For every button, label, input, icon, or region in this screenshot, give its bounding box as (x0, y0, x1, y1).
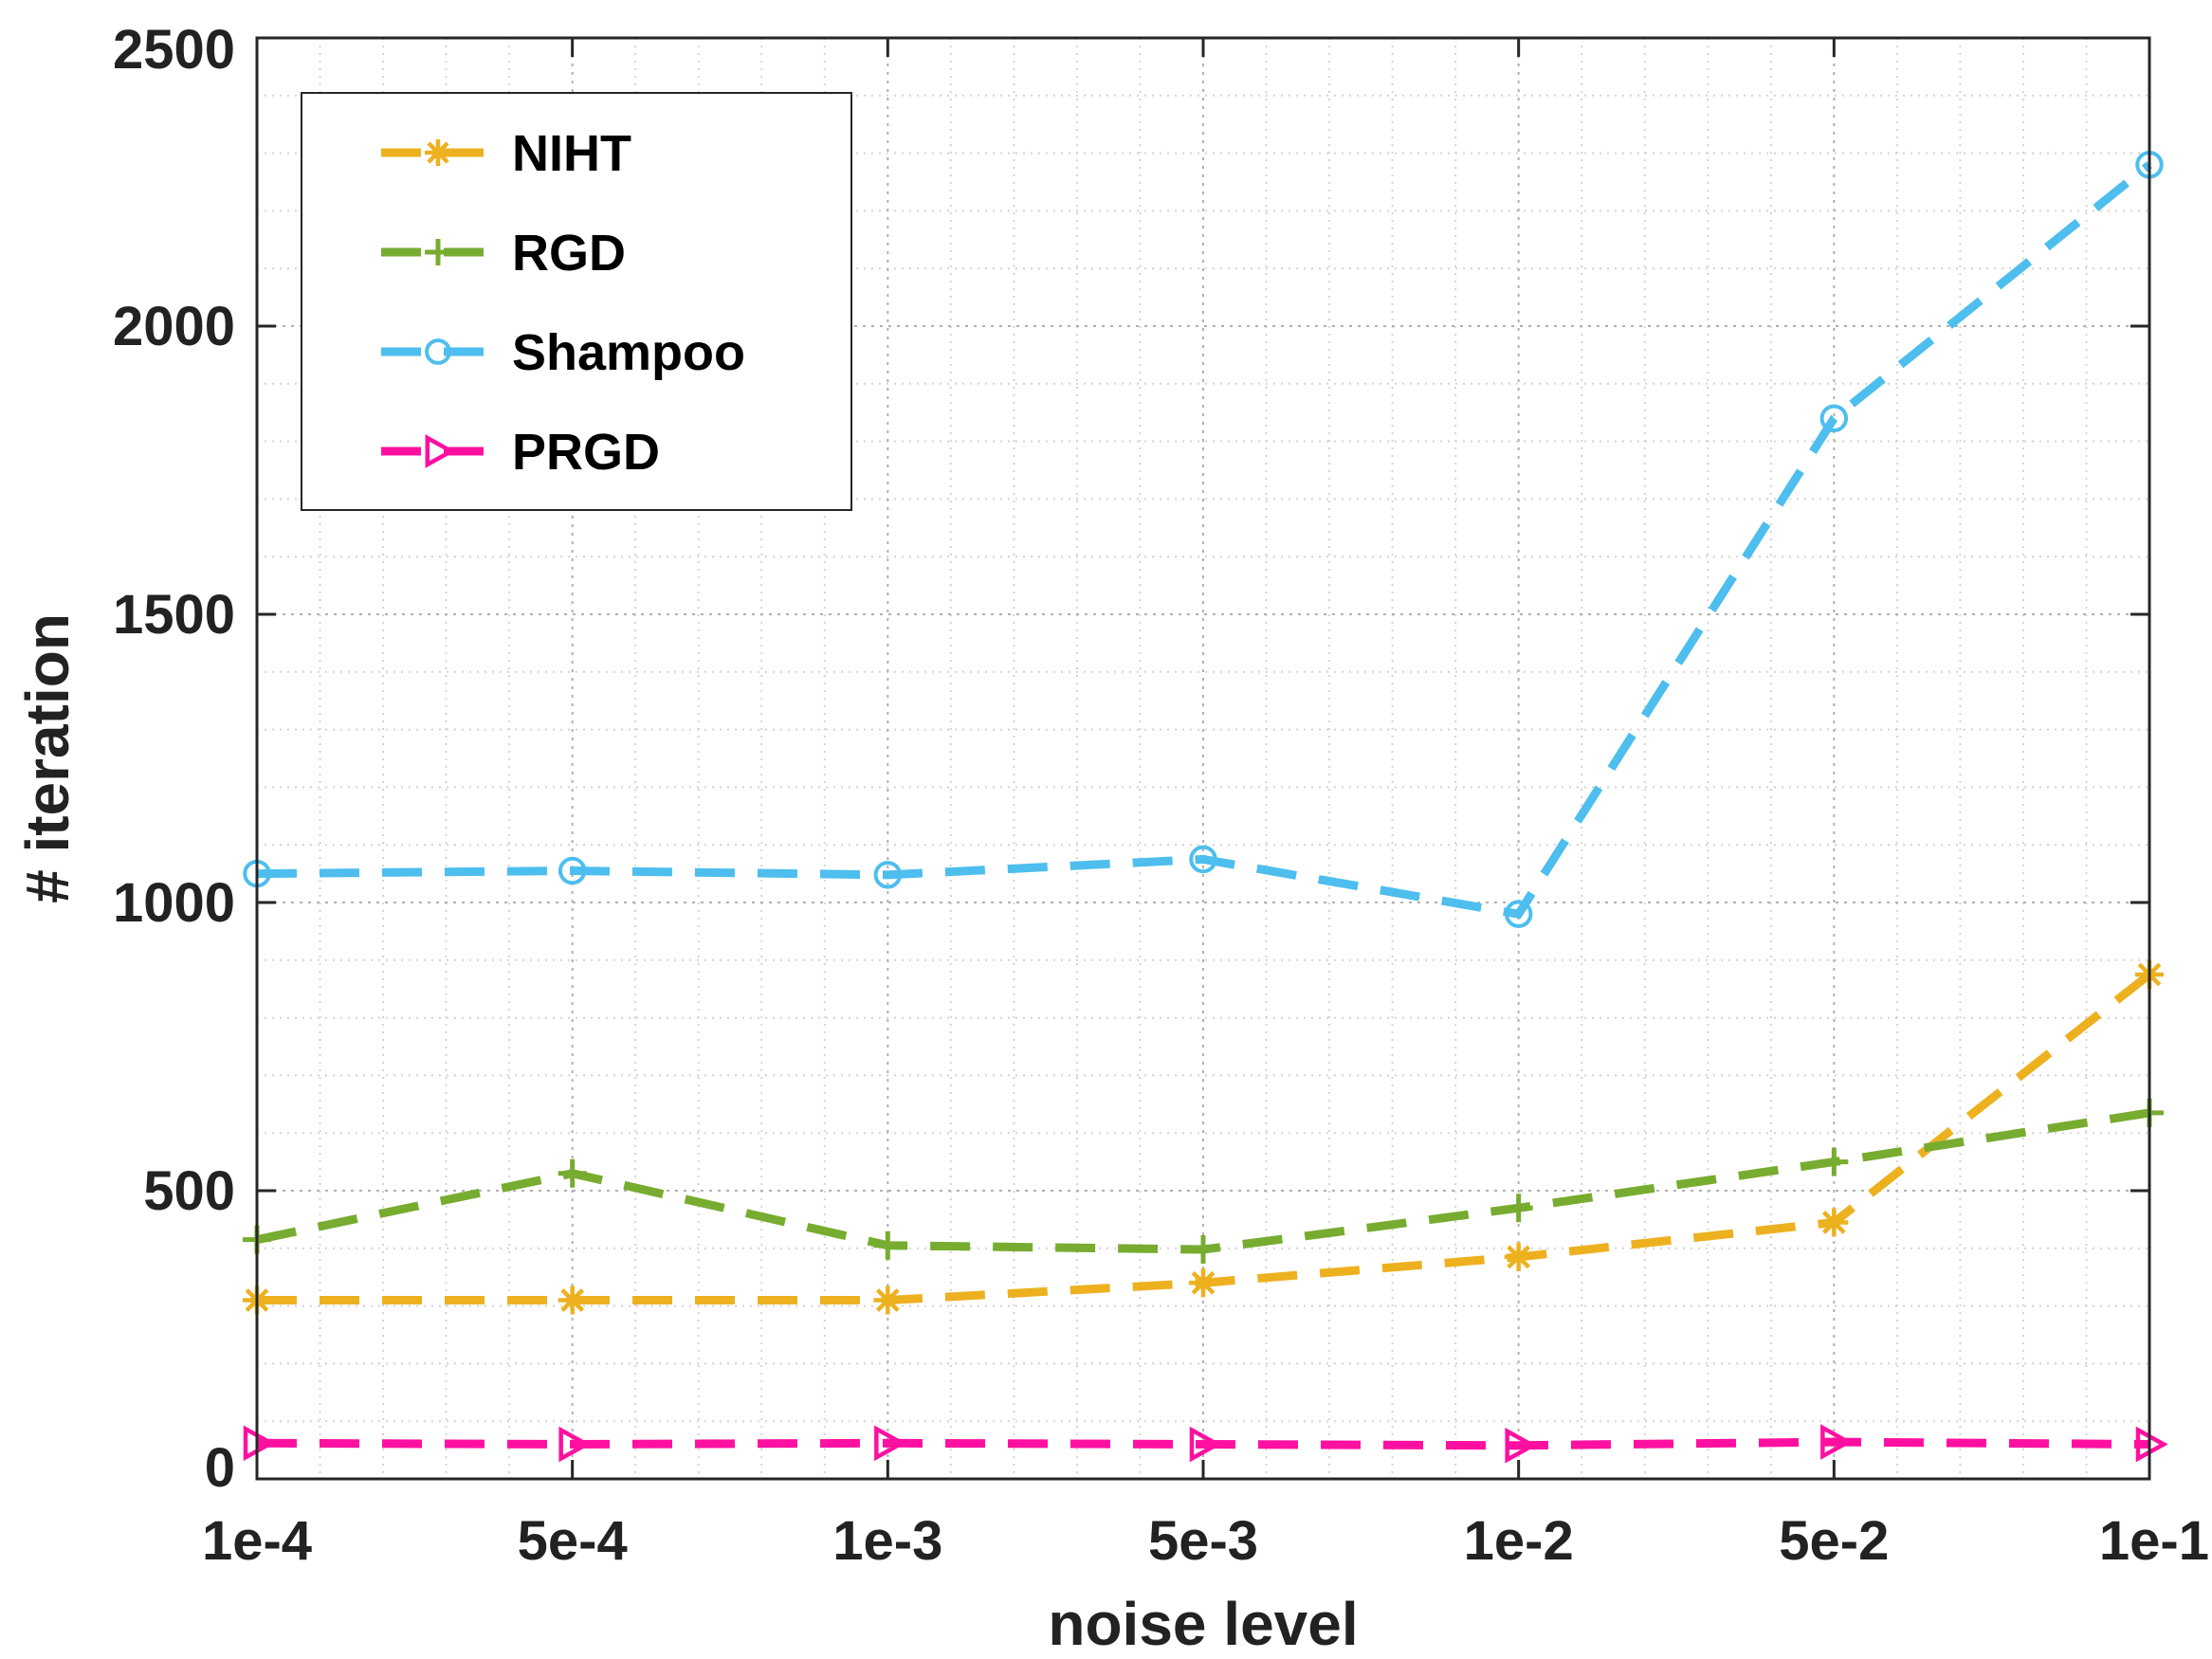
data-point-marker-core (565, 1293, 579, 1307)
x-tick-label: 5e-3 (1148, 1510, 1258, 1572)
axis-ticks (255, 36, 2151, 1481)
legend-box (301, 92, 852, 511)
data-point-marker (558, 1158, 587, 1188)
data-point-marker (1189, 845, 1217, 874)
legend-item-prgd: PRGD (381, 424, 660, 481)
data-point-marker (1820, 1424, 1853, 1460)
y-tick-label: 2000 (113, 296, 235, 357)
data-point-marker (558, 856, 587, 885)
series-layer (243, 151, 2168, 1464)
data-point-marker-core (1197, 1276, 1210, 1290)
legend-label: NIHT (512, 125, 631, 182)
x-tick-label: 1e-4 (202, 1510, 312, 1572)
series-line (256, 1437, 2150, 1450)
legend-item-shampoo: Shampoo (381, 324, 745, 381)
y-tick-label: 500 (143, 1160, 235, 1222)
legend-label: Shampoo (512, 324, 745, 381)
data-point-marker (874, 1425, 906, 1462)
x-tick-label: 1e-3 (832, 1510, 942, 1572)
x-tick-label: 5e-4 (518, 1510, 628, 1572)
x-tick-label: 1e-2 (1464, 1510, 1574, 1572)
data-point-marker-core (1511, 1250, 1526, 1264)
data-point-marker (1819, 404, 1849, 433)
y-tick-label: 0 (205, 1437, 235, 1499)
data-point-marker (1819, 1147, 1849, 1176)
legend-item-rgd: RGD (381, 225, 626, 282)
data-point-marker (425, 239, 451, 265)
data-point-marker-core (881, 1293, 895, 1307)
minor-grid (257, 38, 2149, 1479)
y-tick-labels: 0 500 1000 1500 2000 2500 (113, 19, 235, 1499)
data-point-marker (1189, 1426, 1222, 1463)
x-tick-label: 5e-2 (1779, 1510, 1889, 1572)
y-tick-label: 1500 (113, 584, 235, 646)
series-niht (243, 960, 2164, 1315)
data-point-marker-core (431, 146, 445, 159)
x-tick-label: 1e-1 (2099, 1510, 2209, 1572)
legend: NIHT RGD Shampoo PRGD (301, 92, 852, 511)
y-tick-label: 1000 (113, 872, 235, 934)
data-point-marker (1504, 1194, 1533, 1223)
data-point-marker-core (1827, 1215, 1841, 1230)
data-point-marker (1505, 1427, 1538, 1464)
data-point-marker (558, 1426, 592, 1463)
series-line (256, 161, 2152, 920)
y-axis-title: # iteration (13, 613, 82, 903)
data-point-marker (1504, 900, 1533, 928)
x-axis-title: noise level (1048, 1590, 1358, 1658)
y-tick-label: 2500 (113, 19, 235, 81)
data-point-marker (873, 861, 903, 889)
legend-label: RGD (512, 225, 626, 282)
data-point-marker (425, 338, 451, 365)
legend-item-niht: NIHT (381, 125, 631, 182)
legend-label: PRGD (512, 424, 660, 481)
x-tick-labels: 1e-4 5e-4 1e-3 5e-3 1e-2 5e-2 1e-1 (202, 1510, 2209, 1572)
data-point-marker (873, 1231, 903, 1260)
data-point-marker (425, 434, 456, 468)
data-point-marker (1189, 1235, 1217, 1265)
